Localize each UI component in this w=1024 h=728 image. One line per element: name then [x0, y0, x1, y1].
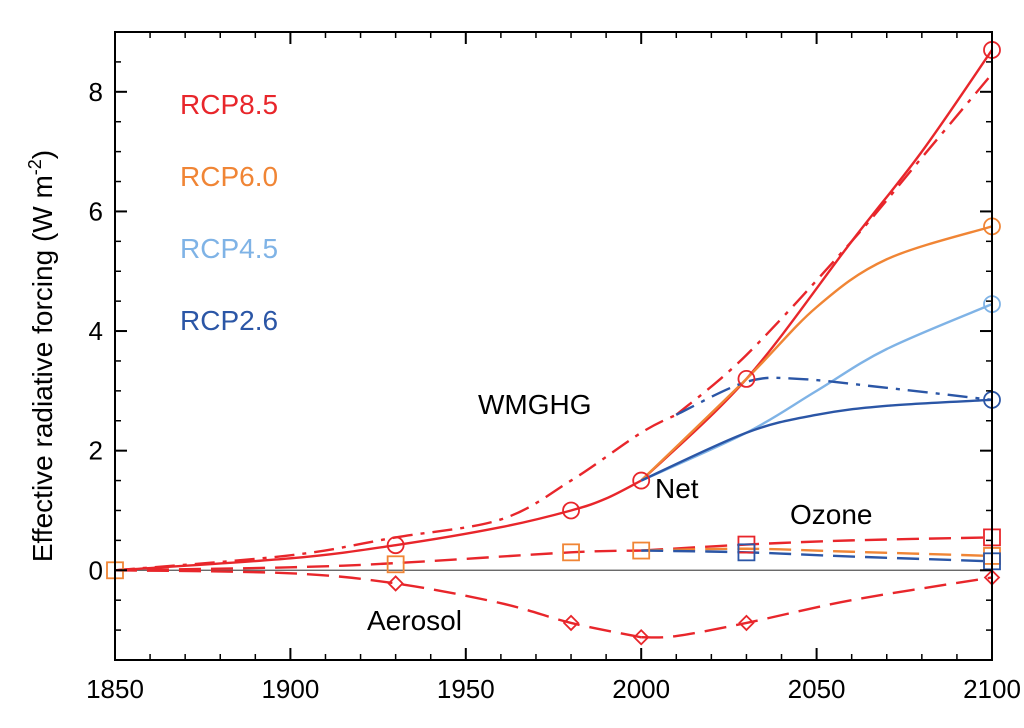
net-rcp6-0-line — [640, 225, 993, 482]
wmghg-rcp2-6-line — [675, 376, 993, 416]
x-tick-label: 2000 — [612, 674, 670, 704]
diamond-marker — [562, 614, 580, 632]
wmghg-historical-line — [114, 413, 677, 572]
square-marker — [737, 543, 756, 562]
y-axis-title: Effective radiative forcing (W m-2) — [25, 150, 58, 562]
circle-marker — [632, 471, 651, 490]
square-marker — [562, 543, 580, 562]
annotation-wmghg: WMGHG — [478, 389, 592, 420]
x-tick-label: 2050 — [788, 674, 846, 704]
plot-frame — [114, 31, 993, 661]
x-tick-label: 2100 — [963, 674, 1021, 704]
circle-marker — [386, 536, 405, 555]
net-historical-line — [114, 479, 642, 572]
diamond-marker — [632, 628, 650, 646]
square-marker — [632, 541, 651, 560]
x-tick-label: 1900 — [261, 674, 319, 704]
legend-rcp8-5: RCP8.5 — [180, 89, 278, 120]
y-tick-label: 0 — [89, 555, 103, 585]
x-tick-label: 1950 — [437, 674, 495, 704]
legend-rcp6-0: RCP6.0 — [180, 161, 278, 192]
legend-rcp4-5: RCP4.5 — [180, 233, 278, 264]
net-rcp8-5-line — [640, 49, 993, 482]
annotation-net: Net — [655, 473, 699, 504]
square-marker — [386, 555, 405, 574]
annotation-aerosol: Aerosol — [367, 605, 462, 636]
diamond-marker — [738, 614, 755, 632]
legend-rcp2-6: RCP2.6 — [180, 305, 278, 336]
diamond-marker — [387, 575, 404, 592]
y-tick-label: 6 — [89, 196, 103, 226]
x-tick-label: 1850 — [86, 674, 144, 704]
y-tick-label: 4 — [89, 316, 103, 346]
aerosol-rcp8-5-line — [641, 576, 993, 639]
wmghg-rcp8-5-line — [675, 73, 993, 416]
circle-marker — [562, 501, 580, 520]
y-tick-label: 8 — [89, 77, 103, 107]
ozone-rcp8-5-line — [641, 536, 993, 552]
annotation-ozone: Ozone — [790, 499, 873, 530]
y-tick-label: 2 — [89, 436, 103, 466]
ozone-rcp2-6-line — [641, 549, 993, 563]
ozone-rcp6-0-line — [641, 547, 993, 558]
net-rcp2-6-line — [640, 398, 993, 482]
net-rcp4-5-line — [640, 303, 993, 482]
aerosol-historical-line — [114, 569, 642, 639]
circle-marker — [737, 369, 756, 388]
